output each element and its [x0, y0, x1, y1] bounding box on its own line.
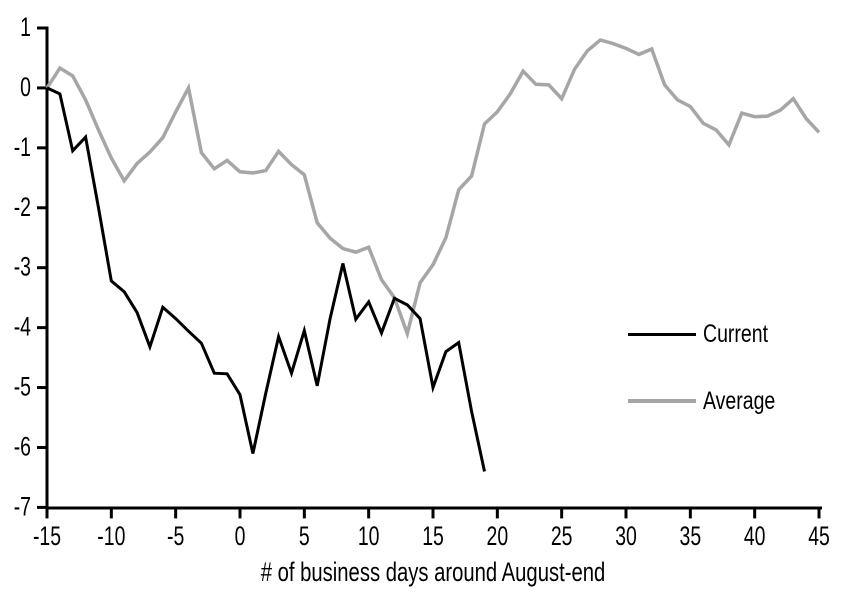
y-tick-label: 1 — [20, 12, 31, 42]
y-tick-label: -7 — [14, 491, 31, 521]
x-tick-label: 25 — [551, 521, 573, 551]
x-tick-label: 30 — [615, 521, 637, 551]
x-tick-label: 0 — [235, 521, 246, 551]
x-axis-title: # of business days around August-end — [260, 557, 606, 587]
y-tick-label: -3 — [14, 252, 31, 282]
y-tick-label: -6 — [14, 431, 31, 461]
current-line-swatch-icon — [628, 332, 696, 336]
x-tick-label: 40 — [744, 521, 766, 551]
y-tick-label: -5 — [14, 371, 31, 401]
x-tick-label: -10 — [97, 521, 125, 551]
x-tick-label: 10 — [358, 521, 380, 551]
x-tick-label: 5 — [299, 521, 310, 551]
y-tick-label: 0 — [20, 72, 31, 102]
legend-label-average: Average — [703, 387, 776, 415]
y-tick-label: -4 — [14, 312, 31, 342]
legend-label-current: Current — [703, 320, 769, 348]
x-tick-label: 15 — [422, 521, 444, 551]
current-series-line — [46, 86, 486, 472]
x-tick-label: 45 — [808, 521, 830, 551]
y-tick-label: -1 — [14, 132, 31, 162]
x-tick-label: -5 — [167, 521, 184, 551]
average-series-line — [45, 38, 821, 340]
y-tick-label: -2 — [14, 192, 31, 222]
legend-item-average: Average — [628, 388, 796, 414]
x-tick-label: 35 — [680, 521, 702, 551]
x-tick-label: 20 — [487, 521, 509, 551]
x-tick-label: -15 — [33, 521, 61, 551]
legend: Current Average — [628, 321, 796, 414]
average-line-swatch-icon — [628, 399, 696, 403]
legend-item-current: Current — [628, 321, 796, 347]
